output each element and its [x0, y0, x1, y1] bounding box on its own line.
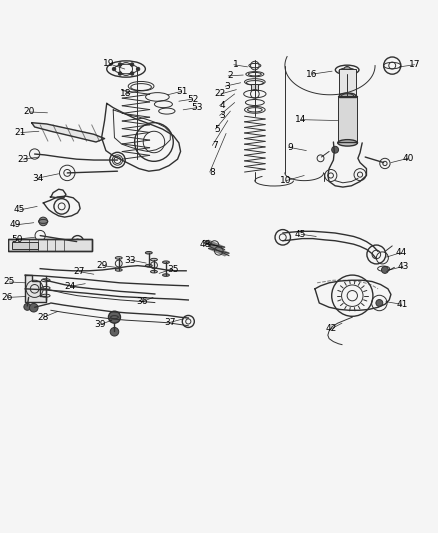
Text: 33: 33 — [124, 255, 136, 264]
Text: 27: 27 — [73, 267, 85, 276]
Text: 35: 35 — [167, 264, 178, 273]
Text: 29: 29 — [96, 261, 108, 270]
Text: 34: 34 — [32, 174, 43, 183]
Text: 7: 7 — [212, 141, 218, 150]
Text: 17: 17 — [410, 60, 421, 69]
Text: 8: 8 — [209, 167, 215, 176]
Circle shape — [24, 303, 31, 310]
Text: 45: 45 — [14, 205, 25, 214]
Text: 53: 53 — [192, 103, 203, 112]
Circle shape — [118, 72, 122, 75]
Text: 20: 20 — [23, 108, 35, 116]
Polygon shape — [25, 275, 46, 302]
Text: 42: 42 — [325, 324, 336, 333]
Circle shape — [112, 67, 116, 71]
Ellipse shape — [151, 270, 157, 273]
Polygon shape — [208, 246, 229, 256]
Text: 26: 26 — [2, 293, 13, 302]
Text: 25: 25 — [3, 278, 14, 286]
Text: 5: 5 — [215, 125, 220, 134]
Text: 50: 50 — [11, 235, 23, 244]
Circle shape — [118, 63, 122, 66]
Polygon shape — [32, 123, 105, 142]
Circle shape — [136, 67, 140, 71]
Bar — [339, 69, 356, 97]
Bar — [8, 239, 92, 252]
Text: 51: 51 — [176, 87, 188, 96]
Text: 28: 28 — [37, 313, 49, 321]
Bar — [8, 239, 92, 252]
Text: 18: 18 — [120, 90, 132, 99]
Text: 22: 22 — [215, 90, 226, 99]
Text: 14: 14 — [295, 115, 306, 124]
Text: 39: 39 — [94, 320, 106, 329]
Ellipse shape — [145, 264, 152, 267]
Circle shape — [109, 311, 120, 323]
Text: 10: 10 — [280, 176, 291, 185]
Ellipse shape — [151, 259, 157, 261]
Circle shape — [39, 217, 47, 225]
Ellipse shape — [162, 261, 170, 263]
Circle shape — [131, 63, 134, 66]
Text: 45: 45 — [295, 230, 306, 239]
Text: 37: 37 — [164, 318, 176, 327]
Text: 49: 49 — [10, 220, 21, 229]
Text: 16: 16 — [306, 70, 317, 79]
Text: 1: 1 — [233, 60, 239, 69]
Text: 2: 2 — [228, 71, 233, 80]
Text: 41: 41 — [396, 300, 408, 309]
Ellipse shape — [338, 140, 357, 146]
Text: 23: 23 — [17, 155, 28, 164]
Text: 40: 40 — [403, 154, 414, 163]
Text: 36: 36 — [136, 297, 148, 306]
Ellipse shape — [115, 256, 122, 259]
Circle shape — [332, 146, 339, 153]
Circle shape — [110, 327, 119, 336]
Ellipse shape — [115, 269, 122, 271]
Text: 4: 4 — [219, 101, 225, 110]
Text: 21: 21 — [14, 128, 26, 137]
Text: 48: 48 — [199, 240, 211, 249]
Ellipse shape — [339, 93, 356, 98]
Text: 52: 52 — [187, 94, 199, 103]
Circle shape — [131, 72, 134, 75]
Circle shape — [376, 300, 383, 306]
Polygon shape — [204, 240, 225, 250]
Ellipse shape — [145, 252, 152, 254]
Text: 44: 44 — [395, 248, 406, 257]
Circle shape — [381, 266, 389, 273]
Bar — [12, 241, 38, 249]
Ellipse shape — [162, 274, 170, 277]
Bar — [251, 84, 258, 90]
Text: 43: 43 — [398, 262, 409, 271]
Bar — [338, 95, 357, 142]
Text: 9: 9 — [288, 143, 293, 152]
Text: 3: 3 — [225, 82, 230, 91]
Text: 19: 19 — [103, 59, 114, 68]
Text: 3: 3 — [219, 111, 225, 120]
Circle shape — [29, 303, 38, 312]
Text: 24: 24 — [64, 282, 76, 290]
